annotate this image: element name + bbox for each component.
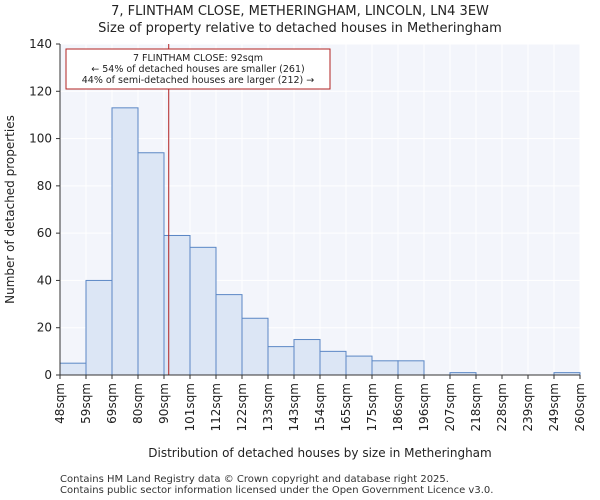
y-tick-label: 80 [37,179,52,193]
histogram-bar [397,360,425,376]
chart-title: 7, FLINTHAM CLOSE, METHERINGHAM, LINCOLN… [111,4,489,19]
x-tick-label: 143sqm [287,383,301,431]
histogram-bar [163,235,191,376]
x-tick-label: 239sqm [521,383,535,431]
y-axis-label: Number of detached properties [3,115,17,304]
x-tick-label: 249sqm [547,383,561,431]
footer-line-2: Contains public sector information licen… [60,485,494,496]
histogram-bar [241,317,269,376]
histogram-bar [85,279,113,376]
x-tick-label: 207sqm [443,383,457,431]
histogram-bar [319,350,347,376]
x-tick-label: 80sqm [131,383,145,424]
x-tick-label: 101sqm [183,383,197,431]
x-tick-label: 90sqm [157,383,171,424]
y-tick-label: 120 [29,84,52,98]
x-tick-label: 218sqm [469,383,483,431]
y-tick-label: 100 [29,132,52,146]
x-tick-label: 165sqm [339,383,353,431]
x-tick-label: 196sqm [417,383,431,431]
histogram-bar [59,362,87,376]
x-tick-label: 260sqm [573,383,587,431]
y-tick-label: 60 [37,226,52,240]
histogram-bar [293,339,321,376]
x-tick-label: 69sqm [105,383,119,424]
x-tick-label: 59sqm [79,383,93,424]
x-tick-label: 186sqm [391,383,405,431]
y-tick-label: 140 [29,37,52,51]
y-tick-label: 20 [37,321,52,335]
histogram-bar [215,294,243,376]
x-tick-label: 154sqm [313,383,327,431]
histogram-bar [137,152,165,376]
x-tick-label: 48sqm [53,383,67,424]
annotation-line: 44% of semi-detached houses are larger (… [82,75,315,86]
footer-line-1: Contains HM Land Registry data © Crown c… [60,474,449,485]
histogram-bar [371,360,399,376]
x-tick-label: 112sqm [209,383,223,431]
chart-subtitle: Size of property relative to detached ho… [98,21,502,36]
annotation-line: ← 54% of detached houses are smaller (26… [91,64,304,75]
x-tick-label: 133sqm [261,383,275,431]
y-tick-label: 0 [44,368,52,382]
x-tick-label: 228sqm [495,383,509,431]
x-axis-label: Distribution of detached houses by size … [148,446,491,460]
x-tick-label: 175sqm [365,383,379,431]
histogram-bar [345,355,373,376]
y-tick-label: 40 [37,273,52,287]
histogram-bar [267,346,295,376]
histogram-bar [189,246,217,376]
annotation-line: 7 FLINTHAM CLOSE: 92sqm [133,53,263,64]
annotation-box [65,48,331,90]
histogram-bar [111,107,139,376]
x-tick-label: 122sqm [235,383,249,431]
